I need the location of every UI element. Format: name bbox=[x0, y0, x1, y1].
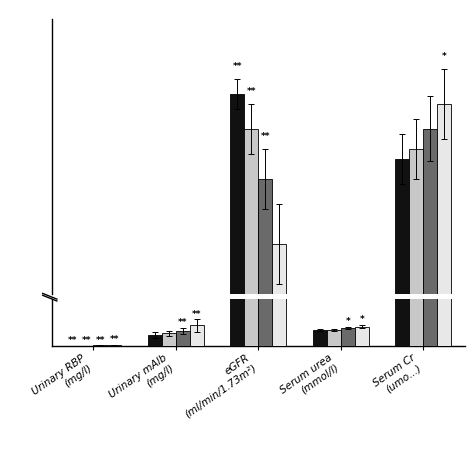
Text: *: * bbox=[442, 53, 447, 62]
Bar bbox=[313, 330, 327, 346]
Bar bbox=[258, 100, 273, 346]
Text: **: ** bbox=[246, 87, 256, 96]
Bar bbox=[327, 330, 341, 346]
Text: **: ** bbox=[68, 336, 77, 345]
Bar bbox=[395, 87, 409, 346]
Bar bbox=[395, 159, 409, 474]
Bar bbox=[273, 141, 286, 346]
Text: *: * bbox=[346, 317, 350, 326]
Bar bbox=[176, 331, 190, 346]
Bar bbox=[162, 333, 176, 346]
Bar bbox=[438, 52, 451, 346]
Bar bbox=[273, 244, 286, 474]
Text: **: ** bbox=[82, 336, 91, 345]
Text: *: * bbox=[359, 315, 364, 324]
Bar bbox=[409, 81, 423, 346]
Bar bbox=[409, 149, 423, 474]
Bar bbox=[244, 129, 258, 474]
Bar bbox=[230, 94, 244, 474]
Text: **: ** bbox=[109, 336, 119, 345]
Bar bbox=[258, 179, 273, 474]
Bar bbox=[423, 68, 438, 346]
Text: **: ** bbox=[233, 63, 242, 72]
Bar bbox=[355, 327, 369, 346]
Text: **: ** bbox=[192, 310, 201, 319]
Text: **: ** bbox=[261, 132, 270, 141]
Bar bbox=[244, 68, 258, 346]
Text: **: ** bbox=[96, 336, 105, 345]
Bar bbox=[230, 46, 244, 346]
Bar bbox=[423, 129, 438, 474]
Bar bbox=[438, 104, 451, 474]
Text: **: ** bbox=[178, 319, 188, 328]
Bar bbox=[148, 335, 162, 346]
Bar bbox=[341, 328, 355, 346]
Bar bbox=[190, 326, 204, 346]
Bar bbox=[108, 345, 121, 346]
